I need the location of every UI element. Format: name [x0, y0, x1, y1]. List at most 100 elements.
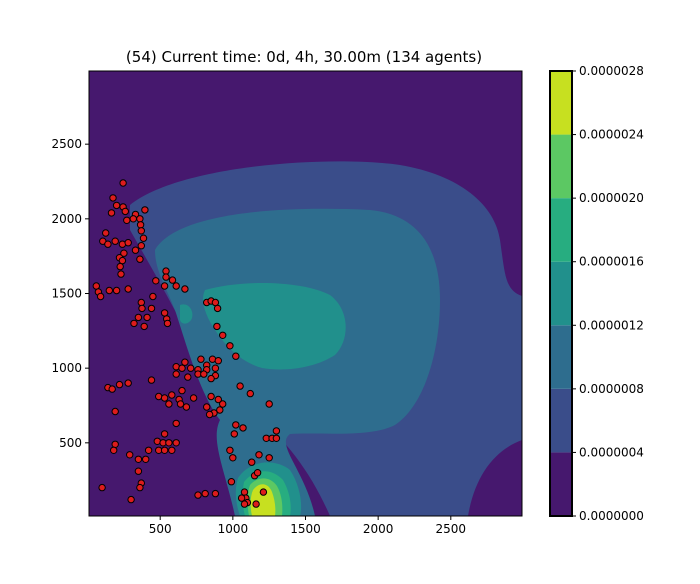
agent-point	[219, 400, 227, 408]
agent-point	[168, 391, 176, 399]
agent-point	[240, 488, 249, 496]
colorbar-band	[550, 261, 572, 326]
agent-point	[189, 394, 198, 402]
x-axis: 500 1000 1500 2000 2500	[149, 516, 466, 536]
agent-point	[126, 451, 134, 459]
agent-point	[197, 355, 205, 363]
colorbar-band	[550, 134, 572, 199]
agent-point	[138, 304, 146, 313]
agent-point	[214, 357, 223, 365]
agent-point	[137, 298, 146, 307]
agent-point	[194, 491, 202, 499]
agent-point	[226, 342, 234, 350]
agent-point	[203, 403, 211, 411]
agent-point	[134, 313, 143, 322]
agent-point	[236, 382, 244, 390]
agent-point	[168, 446, 176, 454]
colorbar-frame	[549, 70, 573, 517]
agent-point	[142, 455, 150, 463]
agent-point	[160, 282, 169, 290]
agent-point	[129, 215, 138, 223]
agent-point	[176, 400, 185, 408]
agent-point	[213, 322, 221, 331]
agent-point	[207, 374, 215, 383]
agent-point	[160, 394, 169, 402]
agent-point	[124, 285, 132, 293]
colorbar-band	[550, 325, 572, 389]
agent-point	[155, 392, 163, 401]
agent-point	[107, 209, 116, 217]
x-tick-label: 500	[149, 522, 172, 536]
colorbar-tick-label: 0.0000016	[579, 255, 644, 269]
agent-point	[165, 439, 173, 447]
agent-point	[124, 379, 132, 387]
agent-point	[160, 430, 169, 438]
agent-point	[121, 207, 130, 216]
colorbar-tick-label: 0.0000028	[579, 64, 644, 78]
agent-point	[140, 322, 148, 331]
y-tick-label: 500	[59, 436, 82, 450]
agent-point	[120, 249, 128, 257]
agent-point	[172, 419, 180, 428]
agent-point	[165, 400, 173, 408]
agent-point	[115, 380, 124, 389]
agent-point	[111, 407, 119, 416]
agent-point	[253, 469, 262, 477]
agent-point	[178, 386, 186, 395]
agent-point	[255, 451, 263, 459]
y-tick-label: 2500	[51, 137, 82, 151]
agent-point	[108, 385, 116, 393]
agent-point	[207, 392, 215, 401]
agent-point	[172, 370, 180, 378]
agent-point	[162, 267, 170, 275]
agent-point	[181, 358, 189, 366]
colorbar-tick-label: 0.0000012	[579, 318, 644, 332]
agent-point	[124, 239, 132, 247]
agent-point	[136, 215, 144, 223]
agent-point	[139, 234, 148, 242]
agent-point	[149, 292, 157, 301]
agent-point	[162, 273, 170, 281]
agent-point	[229, 454, 237, 462]
agent-point	[239, 424, 247, 432]
agent-point	[205, 410, 214, 419]
agent-point	[98, 483, 106, 492]
agent-point	[216, 406, 224, 414]
agent-point	[111, 237, 119, 245]
agent-point	[237, 494, 246, 502]
agent-point	[141, 206, 149, 214]
agent-point	[172, 439, 180, 447]
agent-point	[92, 282, 101, 290]
agent-point	[144, 446, 153, 454]
x-tick-label: 1000	[218, 522, 249, 536]
agent-point	[240, 500, 249, 508]
agent-point	[104, 240, 112, 248]
agent-point	[96, 292, 105, 301]
agent-point	[226, 446, 234, 454]
chart-title: (54) Current time: 0d, 4h, 30.00m (134 a…	[126, 48, 482, 66]
agent-point	[248, 458, 256, 466]
plot-area	[89, 71, 522, 516]
agent-point	[127, 495, 135, 504]
agent-point	[232, 352, 240, 360]
agent-point	[168, 276, 177, 284]
agent-point	[219, 331, 227, 339]
agent-point	[134, 467, 143, 475]
agent-point	[130, 319, 138, 328]
agent-point	[259, 488, 268, 496]
agent-point	[182, 403, 191, 411]
agent-point	[111, 440, 119, 448]
agent-point	[201, 489, 209, 498]
colorbar-band	[550, 388, 572, 453]
agent-point	[211, 489, 220, 498]
y-axis: 500 1000 1500 2000 2500	[51, 137, 89, 450]
agent-point	[265, 454, 273, 462]
agent-point	[214, 395, 223, 404]
x-tick-label: 2000	[363, 522, 394, 536]
contour-band-level-3-left-lobe	[180, 304, 193, 324]
agent-point	[110, 446, 118, 454]
agent-point	[178, 364, 186, 372]
agent-point	[131, 246, 140, 254]
agent-point	[109, 194, 117, 202]
